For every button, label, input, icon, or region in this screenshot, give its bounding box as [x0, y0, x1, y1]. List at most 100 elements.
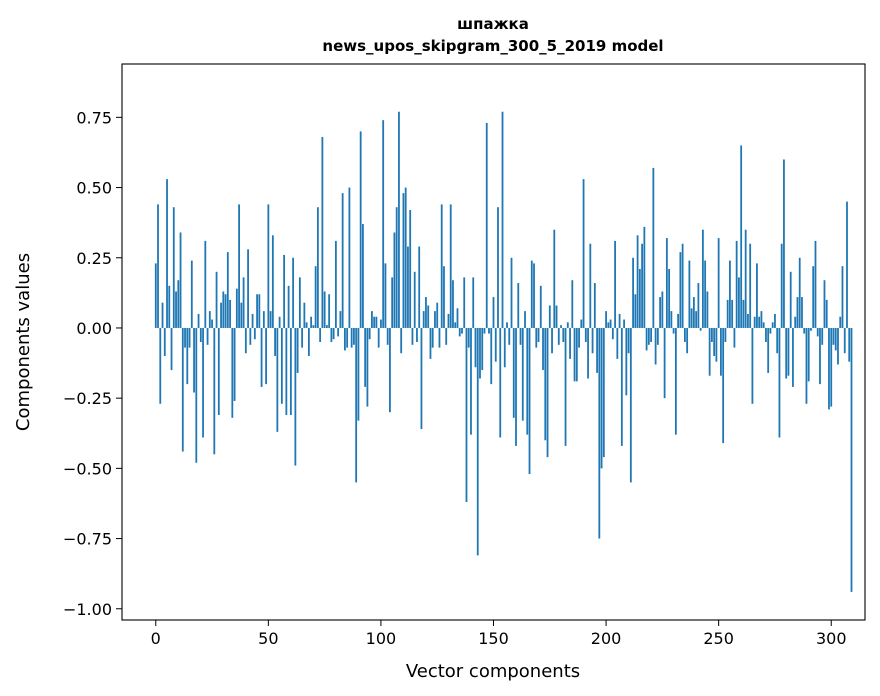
bar	[837, 327, 839, 365]
bar	[537, 327, 540, 342]
bar	[362, 224, 364, 328]
bar	[740, 145, 743, 328]
bar	[307, 327, 310, 357]
bar	[443, 266, 445, 328]
bar	[168, 285, 171, 328]
bar	[697, 283, 700, 328]
bar	[771, 322, 774, 328]
bar	[177, 280, 180, 328]
bar	[418, 246, 421, 328]
bar	[224, 294, 227, 328]
bar	[393, 232, 396, 328]
bar	[161, 302, 164, 328]
bar	[515, 327, 517, 446]
bar	[181, 327, 184, 452]
bar	[348, 187, 351, 328]
bar	[841, 266, 844, 328]
bar	[634, 294, 637, 328]
bar	[289, 327, 292, 416]
bar	[247, 249, 249, 328]
bar	[821, 327, 824, 345]
bar	[373, 316, 376, 328]
bar	[242, 277, 245, 328]
bar	[494, 327, 497, 362]
bar	[175, 291, 177, 328]
bar	[812, 266, 815, 328]
bar	[382, 120, 385, 328]
bar	[598, 327, 601, 539]
bar	[470, 327, 472, 435]
bar	[510, 257, 513, 328]
bar	[823, 280, 826, 328]
bar	[733, 327, 736, 348]
bar	[244, 327, 247, 354]
bar	[647, 327, 650, 345]
y-tick-label: 0.00	[76, 319, 112, 338]
bar	[708, 327, 711, 376]
bar	[546, 327, 549, 458]
bar	[375, 316, 378, 328]
bar	[479, 327, 481, 379]
bar	[422, 311, 425, 328]
bar	[488, 327, 490, 334]
bar	[235, 288, 238, 328]
x-tick-label: 0	[151, 629, 161, 648]
bar	[695, 311, 698, 328]
bar	[476, 327, 479, 556]
bar	[749, 243, 752, 328]
bar	[778, 327, 781, 438]
bar	[591, 327, 594, 354]
bar	[720, 327, 722, 376]
bar	[497, 207, 499, 328]
bar	[850, 327, 853, 592]
bar	[398, 111, 400, 328]
bar	[629, 327, 632, 483]
bar	[548, 305, 551, 328]
bar	[253, 327, 256, 340]
bar	[524, 311, 526, 328]
chart-title: шпажка	[457, 15, 529, 33]
bar	[686, 327, 689, 354]
bar	[692, 297, 695, 328]
bar	[519, 327, 522, 345]
bar	[452, 280, 454, 328]
bar	[530, 260, 533, 328]
bar	[555, 305, 558, 328]
bar	[557, 327, 560, 345]
bar	[636, 235, 639, 328]
bar	[701, 229, 704, 328]
bar	[503, 327, 506, 368]
bar	[814, 240, 817, 328]
bar	[753, 316, 756, 328]
bar	[409, 210, 412, 328]
bar	[762, 322, 765, 328]
bar	[776, 327, 779, 354]
bar	[366, 327, 369, 407]
bar	[330, 327, 333, 342]
bar	[578, 327, 580, 348]
bar	[794, 316, 797, 328]
bar	[602, 327, 605, 458]
bar	[756, 263, 758, 328]
bar	[280, 327, 283, 404]
bar	[154, 263, 157, 328]
bar	[368, 327, 371, 340]
bar	[643, 226, 646, 328]
bar	[314, 266, 317, 328]
bar	[801, 297, 803, 328]
bar	[717, 238, 720, 328]
bar	[440, 204, 443, 328]
bar	[668, 268, 671, 328]
x-tick-label: 300	[816, 629, 847, 648]
bar	[789, 271, 792, 328]
bar	[742, 299, 745, 328]
bar	[783, 159, 785, 328]
bar	[416, 327, 418, 342]
bar	[364, 327, 367, 387]
bar	[231, 327, 234, 418]
bar	[848, 327, 851, 362]
bar	[157, 204, 159, 328]
bar	[467, 327, 470, 348]
bar	[616, 327, 619, 359]
bar	[533, 263, 535, 328]
